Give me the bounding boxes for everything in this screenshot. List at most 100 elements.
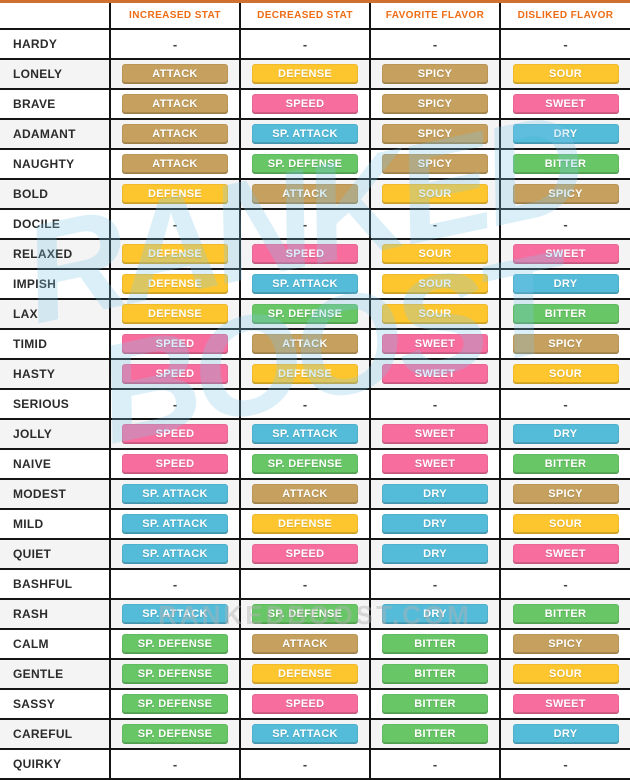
stat-badge: SOUR [512, 364, 619, 384]
table-row: CALM SP. DEFENSE ATTACK BITTER SPICY [0, 630, 630, 660]
table-row: BOLD DEFENSE ATTACK SOUR SPICY [0, 180, 630, 210]
table-row: RASH SP. ATTACK SP. DEFENSE DRY BITTER [0, 600, 630, 630]
table-row: DOCILE - - - - [0, 210, 630, 240]
table-row: BRAVE ATTACK SPEED SPICY SWEET [0, 90, 630, 120]
table-row: GENTLE SP. DEFENSE DEFENSE BITTER SOUR [0, 660, 630, 690]
table-row: ADAMANT ATTACK SP. ATTACK SPICY DRY [0, 120, 630, 150]
nature-name: MILD [0, 510, 111, 538]
stat-cell: SP. ATTACK [111, 540, 241, 568]
stat-badge: ATTACK [122, 124, 228, 144]
stat-cell: SP. DEFENSE [241, 450, 371, 478]
stat-cell: SOUR [501, 60, 630, 88]
nature-name: CAREFUL [0, 720, 111, 748]
nature-name: SERIOUS [0, 390, 111, 418]
stat-cell: DRY [371, 540, 501, 568]
stat-badge: SWEET [382, 454, 488, 474]
empty-dash: - [302, 576, 308, 592]
stat-cell: SOUR [371, 240, 501, 268]
empty-dash: - [563, 216, 568, 232]
stat-badge: DRY [512, 424, 619, 444]
stat-badge: SP. ATTACK [252, 724, 358, 744]
stat-badge: SPEED [122, 334, 228, 354]
stat-cell: SPICY [501, 180, 630, 208]
stat-cell: - [111, 750, 241, 778]
stat-badge: SPICY [512, 334, 619, 354]
stat-cell: DRY [501, 720, 630, 748]
stat-cell: SWEET [371, 360, 501, 388]
stat-cell: BITTER [371, 660, 501, 688]
stat-cell: SP. DEFENSE [111, 720, 241, 748]
stat-cell: - [241, 390, 371, 418]
stat-badge: DEFENSE [252, 514, 358, 534]
nature-name: BRAVE [0, 90, 111, 118]
table-row: SASSY SP. DEFENSE SPEED BITTER SWEET [0, 690, 630, 720]
stat-cell: - [501, 210, 630, 238]
stat-badge: SPICY [512, 184, 619, 204]
empty-dash: - [432, 576, 438, 592]
stat-cell: - [501, 750, 630, 778]
stat-cell: SPEED [111, 330, 241, 358]
nature-name: ADAMANT [0, 120, 111, 148]
nature-name: LONELY [0, 60, 111, 88]
table-row: SERIOUS - - - - [0, 390, 630, 420]
stat-cell: BITTER [371, 690, 501, 718]
stat-cell: DEFENSE [111, 270, 241, 298]
stat-badge: SWEET [512, 94, 619, 114]
stat-badge: BITTER [512, 304, 619, 324]
stat-cell: SPEED [111, 450, 241, 478]
stat-cell: BITTER [371, 630, 501, 658]
stat-cell: - [371, 390, 501, 418]
table-row: LAX DEFENSE SP. DEFENSE SOUR BITTER [0, 300, 630, 330]
stat-cell: - [371, 30, 501, 58]
stat-cell: SP. ATTACK [241, 420, 371, 448]
column-header-favorite-flavor: FAVORITE FLAVOR [371, 3, 501, 28]
stat-badge: SP. DEFENSE [252, 154, 358, 174]
stat-badge: DRY [382, 484, 488, 504]
stat-badge: ATTACK [252, 184, 358, 204]
stat-badge: DEFENSE [122, 274, 228, 294]
stat-cell: SPICY [371, 120, 501, 148]
stat-cell: SPEED [111, 360, 241, 388]
stat-cell: SWEET [371, 420, 501, 448]
stat-cell: - [241, 210, 371, 238]
stat-badge: BITTER [512, 454, 619, 474]
stat-cell: - [371, 570, 501, 598]
empty-dash: - [302, 36, 308, 52]
stat-cell: BITTER [501, 300, 630, 328]
stat-badge: SPICY [382, 64, 488, 84]
stat-cell: - [501, 390, 630, 418]
empty-dash: - [563, 576, 568, 592]
column-header-decreased-stat: DECREASED STAT [241, 3, 371, 28]
table-row: LONELY ATTACK DEFENSE SPICY SOUR [0, 60, 630, 90]
stat-badge: SPICY [512, 484, 619, 504]
stat-cell: DEFENSE [241, 360, 371, 388]
stat-cell: SP. DEFENSE [241, 300, 371, 328]
stat-cell: DEFENSE [111, 180, 241, 208]
empty-dash: - [302, 216, 308, 232]
stat-cell: - [241, 30, 371, 58]
stat-cell: SP. ATTACK [111, 600, 241, 628]
table-row: JOLLY SPEED SP. ATTACK SWEET DRY [0, 420, 630, 450]
stat-badge: SP. DEFENSE [252, 304, 358, 324]
stat-badge: DRY [512, 124, 619, 144]
stat-cell: BITTER [371, 720, 501, 748]
stat-badge: ATTACK [252, 484, 358, 504]
stat-cell: - [501, 30, 630, 58]
table-row: QUIET SP. ATTACK SPEED DRY SWEET [0, 540, 630, 570]
empty-dash: - [432, 216, 438, 232]
stat-badge: SPEED [252, 544, 358, 564]
stat-badge: SP. ATTACK [122, 604, 228, 624]
stat-cell: DEFENSE [241, 60, 371, 88]
nature-name: GENTLE [0, 660, 111, 688]
empty-dash: - [563, 756, 568, 772]
stat-cell: SP. DEFENSE [111, 660, 241, 688]
table-row: MILD SP. ATTACK DEFENSE DRY SOUR [0, 510, 630, 540]
empty-dash: - [302, 756, 308, 772]
nature-name: LAX [0, 300, 111, 328]
stat-cell: - [111, 30, 241, 58]
stat-cell: SP. DEFENSE [241, 150, 371, 178]
stat-badge: DEFENSE [122, 184, 228, 204]
stat-badge: DEFENSE [122, 244, 228, 264]
stat-badge: DRY [512, 274, 619, 294]
stat-cell: SP. ATTACK [241, 720, 371, 748]
